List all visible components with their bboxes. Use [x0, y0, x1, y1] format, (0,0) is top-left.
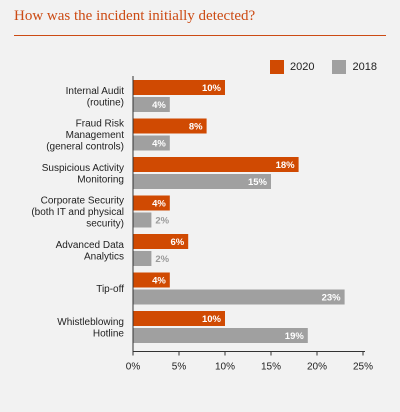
category-label: (routine)	[87, 97, 124, 108]
data-label-2020: 18%	[276, 160, 296, 171]
category-label: Analytics	[84, 251, 124, 262]
category-label: Corporate Security	[41, 196, 124, 207]
category-label: security)	[86, 219, 124, 230]
category-label: Fraud Risk	[76, 119, 125, 130]
bar-2020	[133, 234, 189, 249]
category-label: Hotline	[93, 328, 125, 339]
data-label-2018: 4%	[152, 100, 166, 111]
category-label: (both IT and physical	[31, 207, 124, 218]
bar-2020	[133, 80, 225, 95]
data-label-2018: 19%	[285, 331, 305, 342]
data-label-2020: 10%	[202, 83, 222, 94]
category-label: Advanced Data	[56, 240, 125, 251]
x-tick-label: 20%	[307, 362, 327, 373]
legend-swatch-2020	[270, 60, 284, 74]
bar-2018	[133, 289, 345, 305]
data-label-2018: 2%	[155, 216, 169, 227]
chart-title: How was the incident initially detected?	[14, 8, 256, 24]
category-label: Monitoring	[77, 174, 124, 185]
data-label-2020: 4%	[152, 276, 166, 287]
bar-2018	[133, 174, 271, 189]
data-label-2018: 15%	[248, 177, 268, 188]
legend-swatch-2018	[332, 60, 347, 74]
legend-item-2020: 2020	[270, 60, 314, 74]
legend-label-2018: 2018	[352, 61, 377, 73]
legend: 2020 2018	[270, 60, 377, 74]
data-label-2018: 2%	[155, 254, 169, 265]
data-label-2020: 10%	[202, 314, 222, 325]
bar-2018	[133, 251, 152, 266]
data-label-2018: 4%	[152, 139, 166, 150]
x-tick-label: 0%	[126, 362, 141, 373]
data-label-2020: 4%	[152, 199, 166, 210]
category-label: Internal Audit	[66, 86, 125, 97]
category-label: Whistleblowing	[57, 317, 124, 328]
bar-2020	[133, 157, 299, 172]
bar-2020	[133, 311, 225, 326]
bar-2020	[133, 195, 170, 211]
x-tick-label: 25%	[353, 362, 373, 373]
x-tick-label: 10%	[215, 362, 235, 373]
category-label: Suspicious Activity	[42, 163, 124, 174]
legend-label-2020: 2020	[290, 61, 315, 73]
bar-2020	[133, 118, 207, 134]
x-tick-label: 15%	[261, 362, 281, 373]
data-label-2020: 6%	[170, 237, 184, 248]
bar-2020	[133, 272, 170, 288]
bar-2018	[133, 97, 170, 112]
data-label-2018: 23%	[322, 293, 342, 304]
category-label: (general controls)	[46, 142, 124, 153]
category-label: Tip-off	[96, 284, 124, 295]
category-label: Management	[66, 130, 125, 141]
x-tick-label: 5%	[172, 362, 187, 373]
bar-2018	[133, 328, 308, 343]
title-rule	[14, 35, 386, 36]
bar-2018	[133, 135, 170, 151]
data-label-2020: 8%	[189, 122, 203, 133]
legend-item-2018: 2018	[332, 60, 377, 74]
bar-2018	[133, 212, 152, 228]
